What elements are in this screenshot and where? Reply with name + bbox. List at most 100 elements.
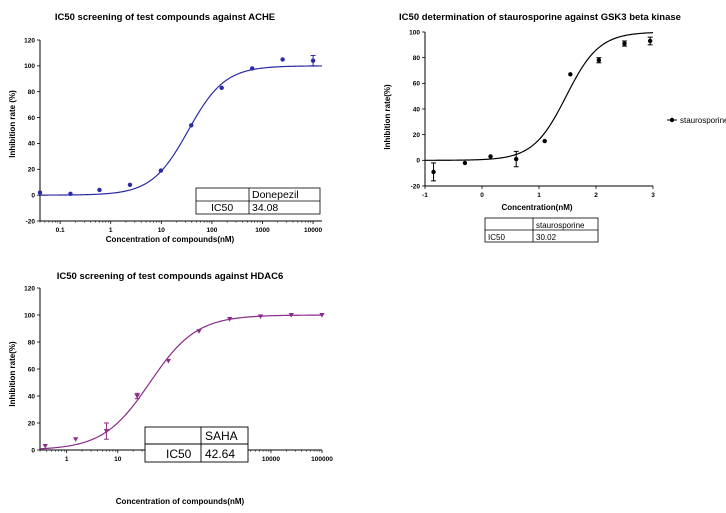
chart-gsk3-data-point — [647, 38, 653, 44]
chart-ache-fit-curve — [40, 65, 323, 196]
chart-gsk3-table-header: staurosporine — [536, 221, 585, 230]
chart-ache-title: IC50 screening of test compounds against… — [55, 12, 275, 23]
chart-hdac6-y-tick-label: 40 — [28, 393, 36, 400]
chart-hdac6-data-point — [165, 358, 171, 364]
chart-ache-axes: -20 0 20 40 60 80 100 120 0.1 1 10 100 1000 10000 — [24, 37, 322, 234]
chart-gsk3-ic50-table: staurosporine IC50 30.02 — [484, 217, 599, 243]
chart-gsk3-title: IC50 determination of staurosporine agai… — [399, 12, 681, 23]
chart-gsk3-y-tick-label: 0 — [416, 158, 420, 165]
chart-gsk3-data-point — [542, 138, 547, 144]
chart-ache-data-point — [37, 190, 43, 195]
chart-ache-x-tick-label: 100 — [206, 227, 217, 234]
chart-ache-y-tick-label: -20 — [26, 218, 36, 225]
chart-hdac6-data-point — [134, 394, 140, 399]
chart-ache-data-point — [127, 182, 133, 187]
chart-hdac6-data-point — [319, 313, 325, 318]
chart-hdac6-y-tick-label: 0 — [31, 447, 35, 454]
chart-gsk3-ylabel: Inhibition rate(%) — [383, 84, 392, 150]
chart-ache-y-tick-label: 120 — [24, 37, 35, 44]
chart-hdac6-data-point — [196, 329, 202, 334]
chart-ache-fit-line — [40, 65, 323, 196]
chart-ache-points — [37, 55, 316, 197]
chart-hdac6-x-tick-label: 100000 — [311, 456, 333, 463]
chart-hdac6-ylabel: Inhibition rate(%) — [8, 341, 17, 407]
chart-gsk3-y-tick-label: -20 — [411, 183, 421, 190]
chart-ache-y-tick-label: 40 — [28, 141, 36, 148]
chart-ache-ylabel: Inhibition rate (%) — [8, 90, 17, 158]
chart-ache-y-tick-label: 80 — [28, 89, 36, 96]
chart-hdac6-data-point — [257, 314, 264, 319]
chart-hdac6-points — [42, 313, 325, 449]
chart-gsk3-data-point — [431, 169, 436, 175]
chart-hdac6-data-point — [288, 313, 294, 318]
chart-ache-table-value: 34.08 — [252, 202, 278, 214]
chart-ache-x-tick-label: 1000 — [255, 227, 270, 234]
chart-hdac6-fit-line — [39, 314, 323, 450]
chart-gsk3-x-tick-label: 0 — [480, 192, 484, 199]
chart-gsk3-x-tick-label: -1 — [422, 192, 428, 199]
chart-gsk3-data-point — [596, 58, 602, 63]
chart-gsk3-data-point — [568, 72, 573, 77]
chart-ache-data-point — [219, 85, 224, 91]
chart-ache-data-point — [68, 191, 73, 197]
chart-ache-x-tick-label: 1 — [109, 227, 113, 234]
chart-hdac6: IC50 screening of test compounds against… — [8, 271, 333, 506]
chart-hdac6-data-point — [42, 443, 48, 449]
chart-ache-data-point — [189, 123, 194, 128]
chart-gsk3-legend-label: staurosporine — [680, 116, 726, 125]
chart-hdac6-data-point — [73, 437, 79, 442]
chart-gsk3-x-tick-label: 3 — [651, 192, 655, 199]
chart-hdac6-table-label: IC50 — [166, 447, 192, 461]
chart-ache-xlabel: Concentration of compounds(nM) — [106, 235, 235, 244]
chart-ache-y-tick-label: 100 — [24, 63, 35, 70]
chart-ache-data-point — [280, 57, 285, 62]
chart-gsk3-legend-marker — [669, 117, 675, 123]
chart-gsk3-data-point — [622, 41, 627, 46]
chart-gsk3-y-tick-label: 40 — [413, 106, 421, 113]
chart-gsk3-table-value: 30.02 — [536, 233, 557, 242]
chart-ache: IC50 screening of test compounds against… — [8, 12, 323, 244]
chart-gsk3-table-label: IC50 — [488, 233, 505, 242]
chart-hdac6-table-value: 42.64 — [205, 447, 235, 461]
chart-hdac6-xlabel: Concentration of compounds(nM) — [116, 497, 245, 506]
chart-ache-x-tick-label: 0.1 — [56, 227, 65, 234]
chart-gsk3-fit-curve — [425, 32, 654, 161]
chart-hdac6-data-point — [103, 429, 110, 434]
chart-ache-data-point — [310, 58, 316, 63]
chart-hdac6-data-point — [227, 317, 233, 322]
chart-hdac6-title: IC50 screening of test compounds against… — [57, 271, 283, 282]
chart-hdac6-y-tick-label: 20 — [28, 420, 36, 427]
chart-gsk3-data-point — [462, 160, 468, 166]
chart-hdac6-x-tick-label: 10000 — [262, 456, 280, 463]
chart-gsk3-x-tick-label: 1 — [537, 192, 541, 199]
chart-ache-data-point — [249, 66, 255, 71]
chart-ache-data-point — [97, 187, 102, 193]
chart-hdac6-y-tick-label: 100 — [24, 312, 35, 319]
chart-hdac6-y-tick-label: 80 — [28, 339, 36, 346]
chart-ache-x-tick-label: 10 — [158, 227, 166, 234]
chart-ache-table-header: Donepezil — [252, 189, 299, 201]
chart-ache-y-tick-label: 0 — [31, 192, 35, 199]
chart-hdac6-y-tick-label: 120 — [24, 285, 35, 292]
chart-hdac6-ic50-table: SAHA IC50 42.64 — [144, 426, 249, 463]
chart-ache-y-tick-label: 20 — [28, 167, 36, 174]
chart-ache-y-tick-label: 60 — [28, 115, 36, 122]
chart-gsk3-y-tick-label: 20 — [413, 132, 421, 139]
chart-gsk3-data-point — [488, 154, 493, 159]
chart-gsk3-data-point — [514, 156, 519, 162]
chart-hdac6-table-header: SAHA — [205, 429, 238, 443]
chart-gsk3-x-tick-label: 2 — [594, 192, 598, 199]
chart-ache-x-tick-label: 10000 — [304, 227, 322, 234]
chart-hdac6-fit-curve — [39, 314, 323, 450]
chart-gsk3: IC50 determination of staurosporine agai… — [383, 12, 726, 243]
chart-ache-table-label: IC50 — [211, 202, 233, 214]
chart-hdac6-x-tick-label: 1 — [65, 456, 69, 463]
chart-gsk3-points — [431, 36, 653, 182]
chart-gsk3-y-tick-label: 100 — [409, 29, 420, 36]
chart-hdac6-x-tick-label: 10 — [114, 456, 122, 463]
chart-gsk3-fit-line — [425, 32, 654, 161]
chart-ache-ic50-table: Donepezil IC50 34.08 — [195, 187, 321, 215]
chart-hdac6-axes: 020406080100120110100100010000100000 — [24, 285, 333, 463]
chart-ache-data-point — [158, 168, 164, 173]
